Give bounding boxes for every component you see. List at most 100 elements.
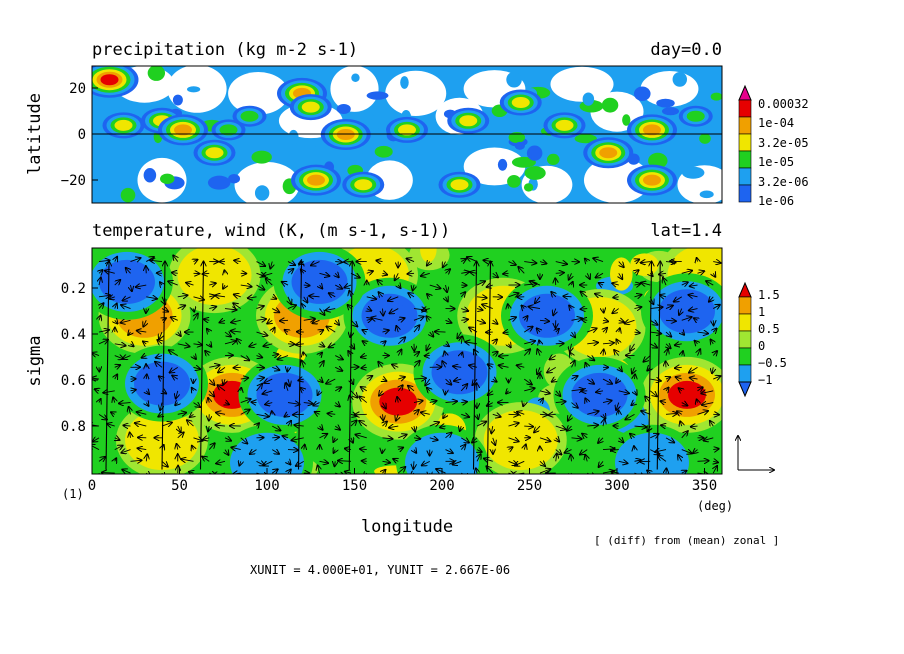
- wind-vector-200: [99, 316, 101, 321]
- wind-vector-82: [131, 284, 132, 291]
- wind-vector-202: [121, 320, 131, 322]
- wind-vector-272: [603, 328, 607, 332]
- wind-vector-58: [383, 273, 388, 274]
- updraft-arrow-6: [486, 262, 491, 470]
- wind-vector-177: [367, 309, 371, 311]
- wind-vector-512: [602, 400, 612, 402]
- wind-vector-28: [539, 262, 546, 264]
- wind-vector-174: [320, 308, 325, 315]
- wind-vector-45: [172, 273, 178, 274]
- bottom-panel-frame: [91, 247, 723, 475]
- wind-vector-441: [103, 391, 115, 393]
- wind-vector-727: [209, 473, 216, 474]
- xtick-100: 100: [254, 478, 279, 494]
- wind-vector-355: [643, 355, 651, 362]
- zonal-note: [ (diff) from (mean) zonal ]: [594, 534, 779, 547]
- legend-top-swatch-2: [738, 133, 752, 152]
- wind-vector-522: [129, 407, 131, 415]
- wind-vector-234: [625, 320, 635, 323]
- wind-vector-294: [320, 344, 325, 347]
- legend-top-swatch-5: [738, 184, 752, 203]
- wind-vector-519: [702, 403, 714, 405]
- wind-vector-195: [650, 307, 662, 308]
- wind-vector-63: [461, 272, 469, 273]
- wind-vector-248: [224, 332, 231, 336]
- wind-vector-705: [484, 459, 493, 462]
- wind-vector-87: [209, 283, 216, 285]
- wind-vector-377: [361, 367, 367, 368]
- temp-blob-13-2: [256, 372, 313, 417]
- precip-blob-1-3: [114, 119, 133, 131]
- wind-vector-319: [711, 340, 714, 344]
- wind-vector-494: [313, 403, 320, 406]
- wind-vector-492: [287, 403, 300, 405]
- wind-vector-183: [461, 309, 468, 311]
- wind-vector-258: [382, 330, 389, 332]
- temp-cell-54: [610, 257, 633, 291]
- wind-vector-131: [272, 297, 276, 299]
- wind-vector-267: [524, 327, 532, 333]
- wind-vector-713: [618, 461, 628, 463]
- wind-vector-153: [613, 297, 619, 298]
- wind-vector-170: [256, 306, 264, 309]
- wind-vector-104: [476, 281, 485, 285]
- wind-vector-452: [285, 383, 288, 391]
- precip-blob-13-3: [450, 179, 469, 191]
- wind-vector-165: [177, 305, 185, 308]
- wind-vector-442: [131, 390, 136, 391]
- precip-blob-14-3: [459, 115, 478, 127]
- wind-vector-599: [710, 421, 713, 426]
- wind-vector-531: [272, 411, 273, 414]
- wind-vector-549: [548, 414, 556, 415]
- wind-vector-607: [203, 438, 210, 440]
- wind-vector-372: [287, 367, 288, 371]
- wind-vector-281: [114, 344, 126, 346]
- wind-vector-100: [413, 285, 414, 290]
- wind-vector-335: [335, 356, 343, 360]
- wind-vector-261: [430, 332, 434, 337]
- bottom-x-ticks: [91, 468, 705, 474]
- wind-vector-717: [678, 455, 682, 462]
- xtick-250: 250: [517, 478, 542, 494]
- xlabel: longitude: [361, 517, 453, 537]
- wind-vector-572: [288, 421, 291, 426]
- precip-cell-28: [222, 162, 246, 171]
- wind-vector-700: [413, 461, 414, 468]
- wind-vector-348: [537, 349, 540, 356]
- wind-vector-683: [146, 454, 147, 462]
- wind-vector-408: [223, 378, 225, 385]
- wind-vector-659: [398, 448, 403, 450]
- wind-vector-218: [371, 318, 383, 321]
- wind-vector-571: [272, 426, 280, 430]
- wind-vector-476: [666, 388, 669, 391]
- wind-vector-596: [661, 425, 666, 426]
- temp-blob-17-2: [431, 350, 488, 395]
- wind-vector-449: [241, 388, 242, 391]
- wind-vector-5: [173, 255, 178, 262]
- wind-vector-112: [599, 283, 603, 285]
- wind-vector-655: [333, 450, 335, 453]
- wind-vector-66: [503, 273, 509, 274]
- wind-vector-306: [509, 344, 511, 348]
- wind-vector-279: [713, 329, 716, 333]
- wind-vector-295: [329, 344, 336, 348]
- precip-cell-43: [251, 150, 272, 164]
- wind-vector-577: [359, 421, 368, 427]
- wind-vector-140: [408, 293, 415, 297]
- precip-cell-32: [374, 145, 393, 158]
- wind-vector-608: [224, 438, 231, 441]
- wind-vector-387: [517, 365, 525, 367]
- precip-cell-49: [360, 113, 374, 121]
- wind-vector-146: [508, 293, 519, 297]
- wind-vector-285: [177, 344, 190, 347]
- wind-vector-310: [570, 343, 572, 352]
- wind-vector-564: [161, 423, 172, 427]
- wind-vector-601: [115, 438, 120, 440]
- wind-vector-270: [572, 332, 576, 337]
- wind-vector-602: [130, 433, 131, 438]
- wind-vector-736: [345, 472, 352, 474]
- wind-vector-454: [318, 391, 320, 395]
- temp-cell-22: [420, 248, 437, 263]
- wind-vector-669: [555, 450, 562, 455]
- wind-vector-712: [599, 461, 603, 467]
